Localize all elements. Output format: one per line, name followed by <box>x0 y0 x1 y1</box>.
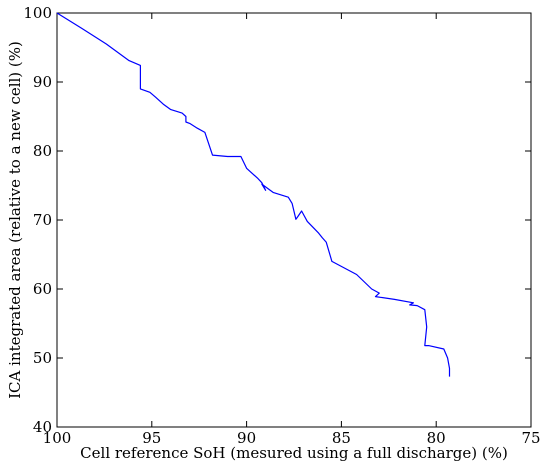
x-tick-label: 95 <box>142 429 161 447</box>
plot-area <box>56 12 532 428</box>
y-tick-label: 60 <box>33 280 52 298</box>
x-tick-label: 80 <box>427 429 446 447</box>
x-tick-label: 75 <box>521 429 540 447</box>
x-tick-label: 90 <box>237 429 256 447</box>
y-tick-label: 70 <box>33 211 52 229</box>
y-tick-label: 100 <box>23 4 52 22</box>
y-axis-label: ICA integrated area (relative to a new c… <box>6 41 24 399</box>
y-tick-label: 40 <box>33 418 52 436</box>
x-axis: 100 95 90 85 80 75 <box>43 13 541 447</box>
y-tick-label: 80 <box>33 142 52 160</box>
y-tick-label: 90 <box>33 73 52 91</box>
x-tick-label: 100 <box>43 429 72 447</box>
y-tick-label: 50 <box>33 349 52 367</box>
x-axis-label: Cell reference SoH (mesured using a full… <box>80 444 508 462</box>
y-axis: 40 50 60 70 80 90 100 <box>23 4 531 436</box>
series-line <box>56 12 451 377</box>
x-tick-label: 85 <box>332 429 351 447</box>
